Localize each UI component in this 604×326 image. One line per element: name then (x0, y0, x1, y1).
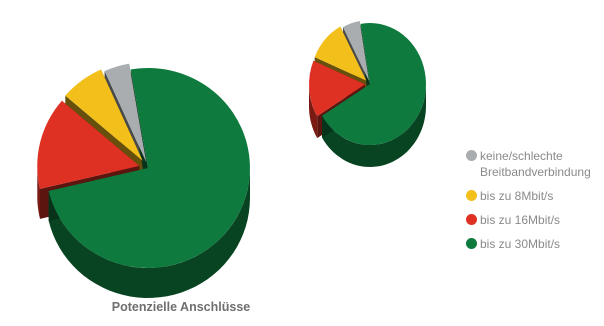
pie2-slice-none (343, 21, 370, 82)
legend-item-8mbit: bis zu 8Mbit/s (466, 188, 604, 204)
pie1-slice-30 (48, 67, 250, 268)
pie1-slice-16-rim-0 (37, 165, 40, 219)
legend-item-30mbit: bis zu 30Mbit/s (466, 236, 604, 252)
pie1-slice-30-rim-0 (48, 168, 251, 298)
pie1-slice-none (104, 63, 147, 163)
pie2-slice-30-rim-0 (322, 84, 426, 167)
pie1-slice-8 (65, 69, 143, 161)
legend-item-none: keine/schlechte Breitbandverbindung (466, 148, 604, 180)
pie2-slice-8 (314, 26, 367, 81)
legend-label-16mbit: bis zu 16Mbit/s (480, 213, 561, 227)
chart-caption: Potenzielle Anschlüsse (111, 300, 251, 314)
pie2-slice-16-rim-0 (309, 84, 318, 139)
pie2-slice-30 (322, 23, 426, 146)
legend-label-none: keine/schlechte Breitbandverbindung (480, 149, 591, 179)
legend-swatch-30mbit (466, 238, 477, 249)
pie1-slice-16 (37, 100, 140, 189)
chart-legend: keine/schlechte Breitbandverbindung bis … (466, 148, 604, 260)
legend-label-8mbit: bis zu 8Mbit/s (480, 189, 554, 203)
legend-label-30mbit: bis zu 30Mbit/s (480, 237, 561, 251)
legend-swatch-none (466, 150, 477, 161)
legend-swatch-16mbit (466, 214, 477, 225)
pie2-slice-16 (309, 60, 366, 117)
legend-swatch-8mbit (466, 190, 477, 201)
legend-item-16mbit: bis zu 16Mbit/s (466, 212, 604, 228)
